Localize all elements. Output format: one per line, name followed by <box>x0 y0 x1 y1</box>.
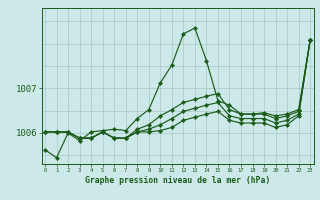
X-axis label: Graphe pression niveau de la mer (hPa): Graphe pression niveau de la mer (hPa) <box>85 176 270 185</box>
